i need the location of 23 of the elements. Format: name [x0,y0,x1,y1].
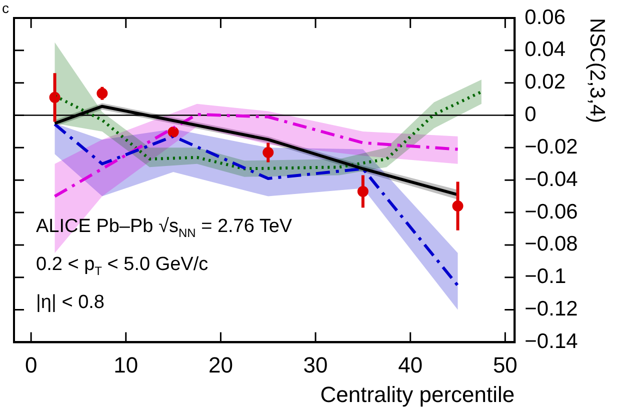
annotation: 0.2 < p$_{T}$ < 5.0 GeV/c [36,254,208,278]
y-tick-label: −0.1 [524,265,566,288]
annotation: ALICE Pb–Pb √s$_{NN}$ = 2.76 TeV [36,216,292,240]
x-tick-label: 50 [492,352,518,378]
annotation: |η| < 0.8 [36,292,105,314]
y-tick-label: −0.04 [524,168,578,191]
y-tick-label: −0.06 [524,200,578,224]
text: c [2,0,9,16]
y-tick-label: −0.02 [524,135,578,158]
y-tick-label: 0.02 [524,70,566,94]
x-tick-label: 40 [398,352,423,378]
x-tick-label: 0 [24,352,38,378]
y-tick-label: −0.12 [524,298,578,321]
x-tick-label: 20 [208,352,233,378]
y-tick-label: −0.14 [524,330,578,353]
y-tick-label: 0.06 [524,6,566,29]
x-axis-title: Centrality percentile [320,382,515,407]
y-tick-label: −0.08 [524,232,578,256]
x-tick-label: 30 [303,352,328,378]
y-tick-label: 0 [524,103,536,126]
y-tick-label: 0.04 [524,38,566,62]
x-tick-label: 10 [114,352,138,378]
y-axis-title: NSC(2,3,4) [586,18,609,124]
